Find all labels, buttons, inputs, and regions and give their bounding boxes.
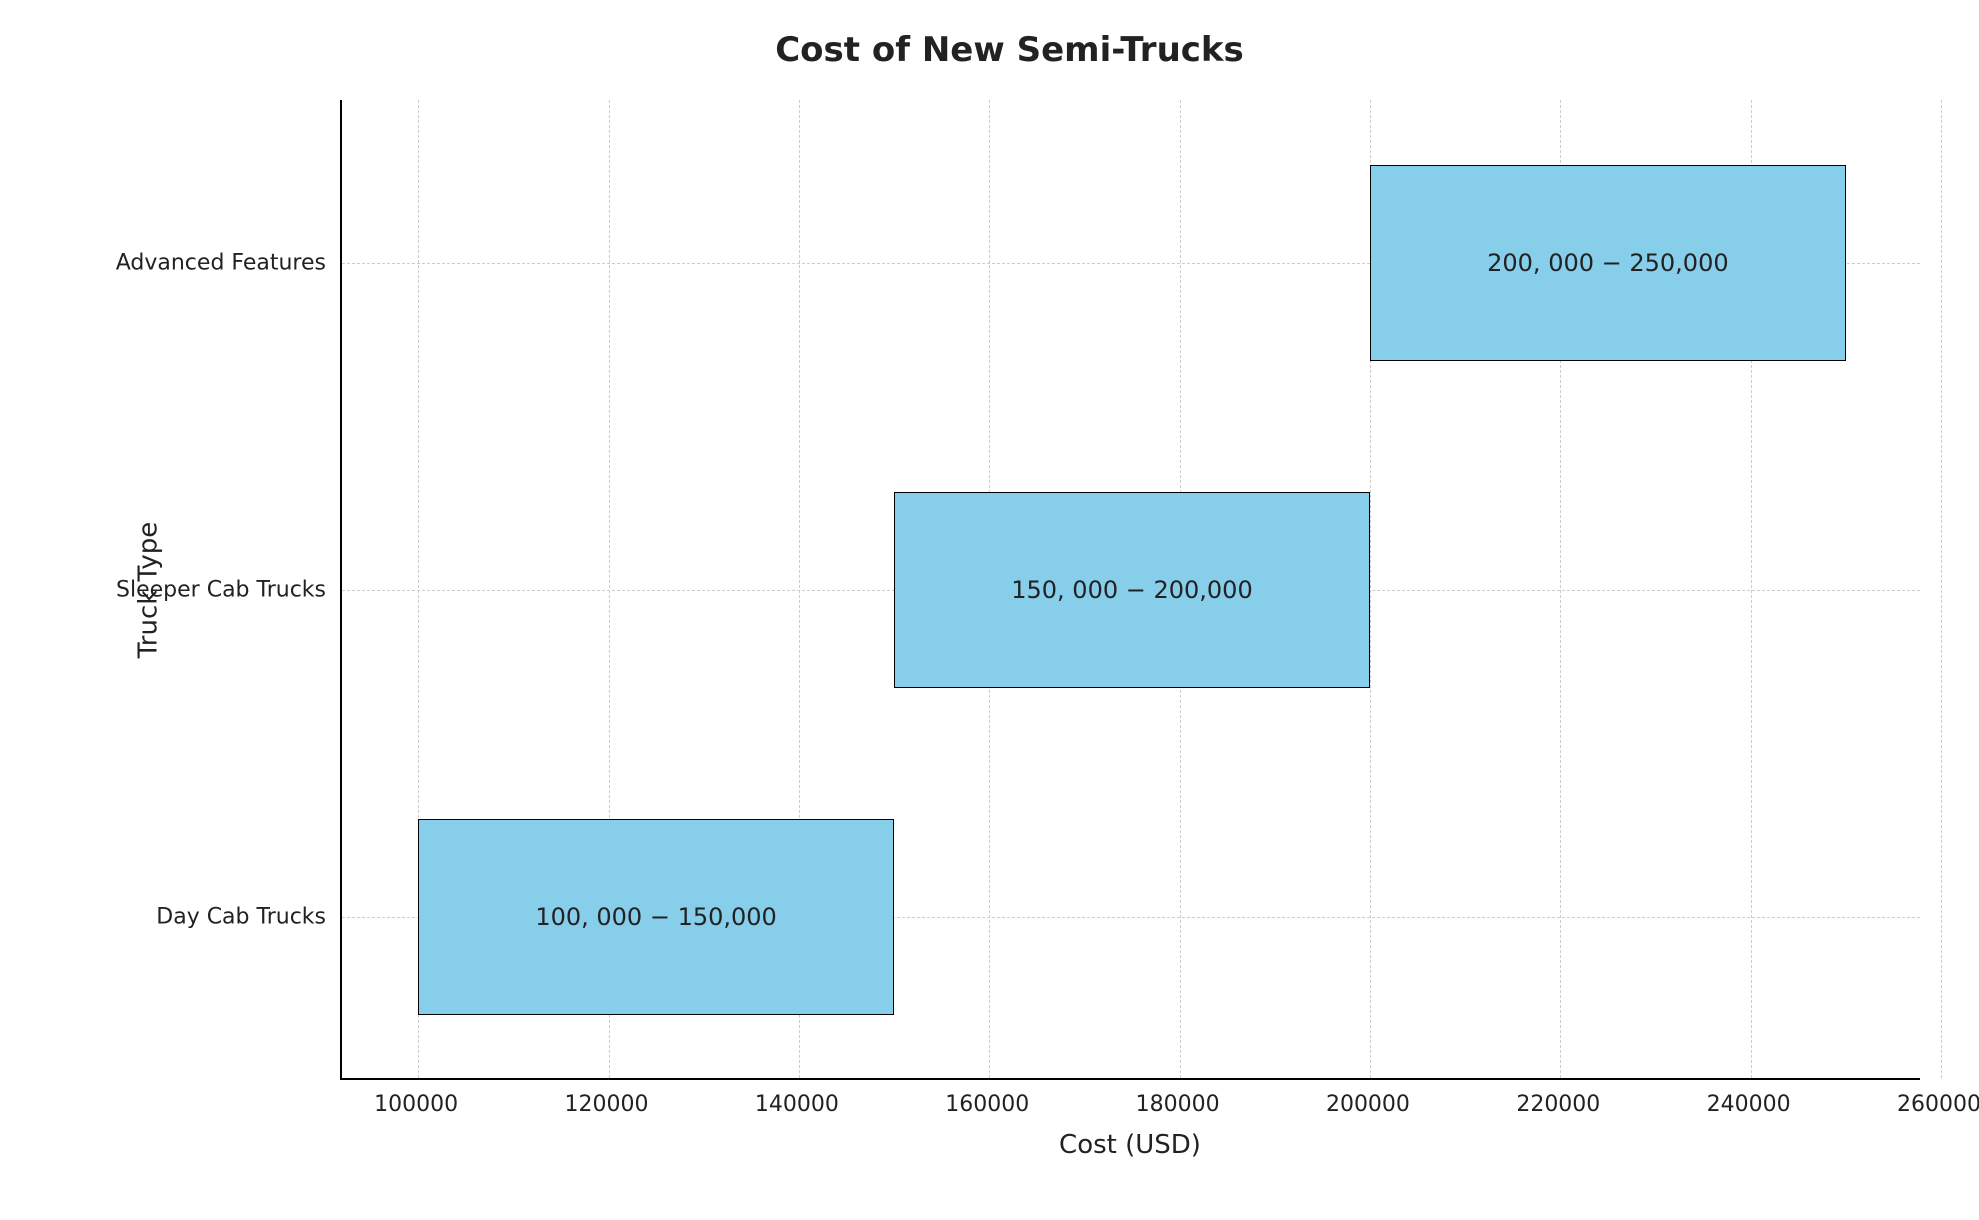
x-tick-label: 200000	[1326, 1092, 1410, 1117]
y-tick-label: Sleeper Cab Trucks	[116, 578, 326, 603]
bar-label: 150, 000 − 200,000	[895, 493, 1369, 687]
bar-label: 200, 000 − 250,000	[1371, 166, 1845, 360]
chart-title: Cost of New Semi-Trucks	[20, 30, 1979, 70]
range-bar: 200, 000 − 250,000	[1370, 165, 1846, 361]
range-bar: 100, 000 − 150,000	[418, 819, 894, 1015]
x-tick-label: 140000	[755, 1092, 839, 1117]
bar-label: 100, 000 − 150,000	[419, 820, 893, 1014]
x-axis-label: Cost (USD)	[1059, 1130, 1201, 1160]
x-tick-label: 260000	[1897, 1092, 1979, 1117]
grid-vertical	[1941, 100, 1942, 1078]
x-tick-label: 100000	[374, 1092, 458, 1117]
x-tick-label: 180000	[1136, 1092, 1220, 1117]
range-bar: 150, 000 − 200,000	[894, 492, 1370, 688]
x-tick-label: 120000	[565, 1092, 649, 1117]
x-tick-label: 160000	[945, 1092, 1029, 1117]
x-tick-label: 240000	[1707, 1092, 1791, 1117]
plot-area: 100, 000 − 150,000150, 000 − 200,000200,…	[340, 100, 1920, 1080]
y-tick-label: Day Cab Trucks	[156, 904, 326, 929]
y-tick-label: Advanced Features	[116, 251, 326, 276]
chart-container: Cost of New Semi-Trucks 100, 000 − 150,0…	[20, 20, 1979, 1200]
x-tick-label: 220000	[1516, 1092, 1600, 1117]
